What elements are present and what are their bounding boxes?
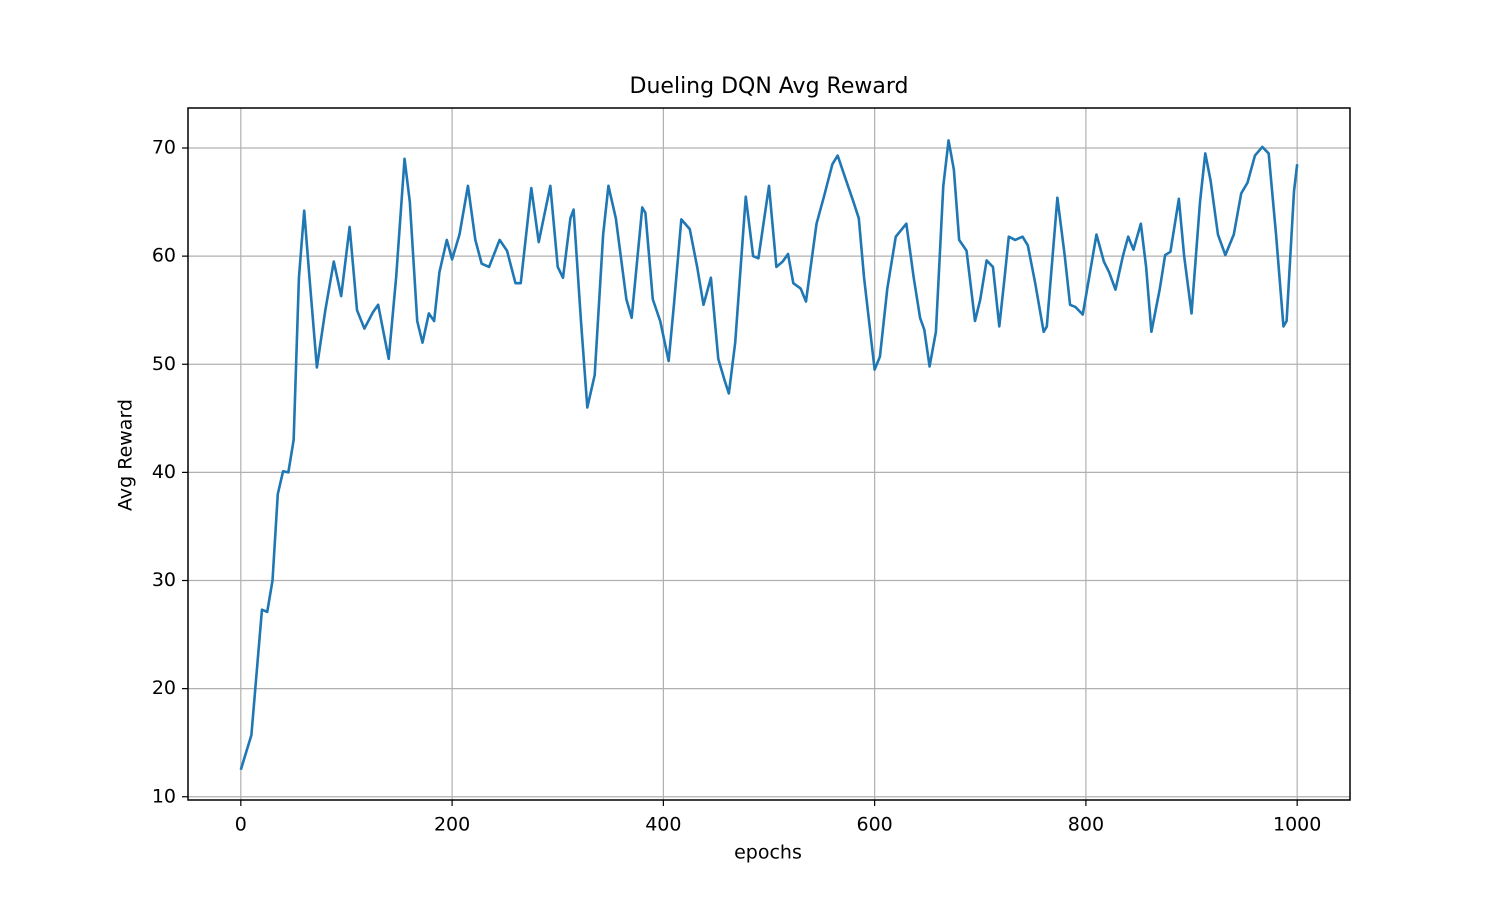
y-tick-label: 50 — [152, 353, 176, 375]
y-tick-label: 20 — [152, 677, 176, 699]
y-tick-label: 70 — [152, 137, 176, 159]
line-series — [239, 139, 1299, 771]
y-tick-label: 60 — [152, 245, 176, 267]
x-tick-label: 1000 — [1273, 814, 1321, 836]
x-tick-label: 400 — [645, 814, 681, 836]
y-tick-label: 30 — [152, 569, 176, 591]
plot-frame — [187, 107, 1351, 801]
x-tick-label: 0 — [235, 814, 247, 836]
x-axis-label: epochs — [734, 842, 802, 864]
x-tick-label: 800 — [1068, 814, 1104, 836]
chart-title: Dueling DQN Avg Reward — [630, 74, 909, 99]
x-tick-label: 200 — [434, 814, 470, 836]
y-axis-label: Avg Reward — [115, 399, 137, 511]
y-tick-label: 10 — [152, 785, 176, 807]
x-tick-label: 600 — [857, 814, 893, 836]
y-tick-label: 40 — [152, 461, 176, 483]
